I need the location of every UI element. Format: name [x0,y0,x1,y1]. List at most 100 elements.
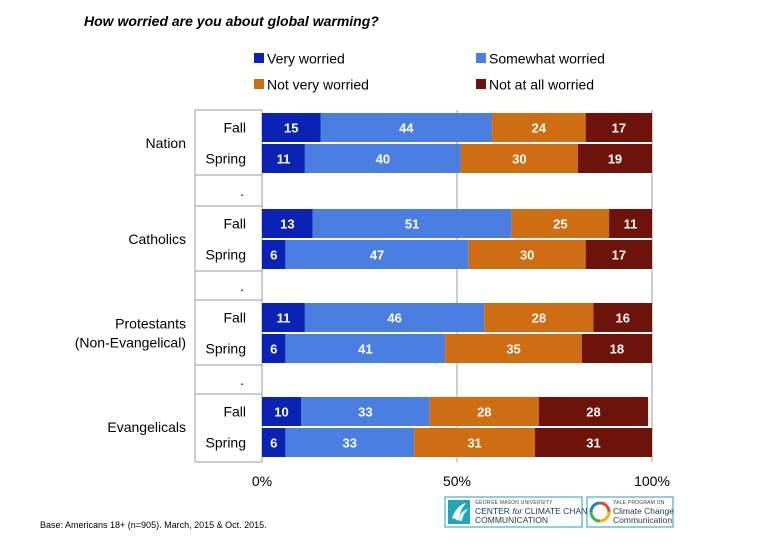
x-axis: 0% 50% 100% [252,473,670,489]
bar-segment-evangelicals-fall-not-very-worried [429,397,539,426]
data-label: 15 [284,121,298,136]
bar-segment-evangelicals-fall-not-at-all-worried [538,397,649,426]
data-label: 6 [270,248,277,263]
data-label: 41 [358,342,372,357]
data-label: 44 [399,121,414,136]
bar-segment-nation-spring-not-at-all-worried [577,144,652,173]
bar-segment-evangelicals-spring-very-worried [262,428,286,457]
separator-dot: . [240,372,244,388]
yale-logo-small: YALE PROGRAM ON [613,500,665,506]
bar-segment-protestants-non-evangelical-spring-not-very-worried [445,334,582,363]
group-label-catholics: Catholics [128,231,186,247]
period-label-fall: Fall [223,404,246,420]
bar-segment-protestants-non-evangelical-fall-not-at-all-worried [593,303,652,332]
bar-segment-catholics-spring-not-very-worried [468,240,586,269]
group-label-protestants: Protestants [115,316,186,332]
data-label: 33 [358,405,372,420]
data-label: 16 [616,311,630,326]
bar-segment-protestants-non-evangelical-spring-very-worried [262,334,286,363]
bar-segment-nation-spring-somewhat-worried [304,144,461,173]
bar-segment-nation-spring-very-worried [262,144,305,173]
data-label: 6 [270,342,277,357]
data-label: 28 [586,405,600,420]
legend-swatch-not-at-all-worried [476,79,486,89]
bar-segment-nation-fall-not-very-worried [492,113,586,142]
data-label: 10 [274,405,288,420]
bars: 15 44 24 17 11 40 30 19 13 51 25 11 6 47 30 17 11 46 28 16 6… [262,113,652,457]
data-label: 47 [370,248,384,263]
bar-segment-catholics-spring-very-worried [262,240,286,269]
bar-segment-catholics-fall-not-at-all-worried [609,209,652,238]
legend-swatch-somewhat-worried [476,53,486,63]
x-tick-label: 100% [634,473,670,489]
data-label: 46 [387,311,401,326]
data-label: 6 [270,436,277,451]
data-label: 19 [608,152,622,167]
gmu-logo-line1: CENTER for CLIMATE CHANGE [475,506,600,516]
bar-segment-protestants-non-evangelical-spring-not-at-all-worried [581,334,652,363]
group-label-nation: Nation [146,135,186,151]
bar-segment-evangelicals-spring-not-very-worried [414,428,535,457]
bar-segment-evangelicals-fall-very-worried [262,397,301,426]
bar-segment-protestants-non-evangelical-fall-somewhat-worried [304,303,485,332]
separator-dot: . [240,278,244,294]
gmu-logo-small: GEORGE MASON UNIVERSITY [475,500,553,506]
period-label-spring: Spring [206,247,246,263]
data-label: 18 [610,342,624,357]
bar-segment-evangelicals-fall-somewhat-worried [301,397,430,426]
data-label: 13 [280,217,294,232]
period-label-fall: Fall [223,216,246,232]
legend-label-somewhat-worried: Somewhat worried [489,51,605,67]
period-label-spring: Spring [206,341,246,357]
period-label-spring: Spring [206,151,246,167]
bar-segment-catholics-fall-not-very-worried [511,209,610,238]
data-label: 51 [405,217,419,232]
x-tick-label: 0% [252,473,272,489]
data-label: 35 [506,342,520,357]
data-label: 40 [376,152,390,167]
data-label: 11 [277,152,291,167]
data-label: 11 [624,217,638,232]
period-label-fall: Fall [223,310,246,326]
legend-label-very-worried: Very worried [267,51,345,67]
data-label: 30 [520,248,534,263]
data-label: 31 [586,436,600,451]
data-label: 28 [532,311,546,326]
chart-title: How worried are you about global warming… [84,13,379,29]
source-note: Base: Americans 18+ (n=905). March, 2015… [40,520,267,530]
data-label: 17 [612,121,626,136]
group-label-evangelicals: Evangelicals [107,419,186,435]
gmu-logo: GEORGE MASON UNIVERSITY CENTER for CLIMA… [444,496,600,528]
bar-segment-catholics-fall-somewhat-worried [312,209,512,238]
data-label: 25 [553,217,567,232]
data-label: 31 [467,436,481,451]
legend-label-not-at-all-worried: Not at all worried [489,77,594,93]
data-label: 24 [532,121,547,136]
bar-segment-protestants-non-evangelical-fall-very-worried [262,303,305,332]
bar-segment-protestants-non-evangelical-spring-somewhat-worried [285,334,446,363]
period-label-spring: Spring [206,435,246,451]
yale-logo: YALE PROGRAM ON Climate Change Communica… [586,496,674,528]
bar-segment-evangelicals-spring-somewhat-worried [285,428,415,457]
group-label-protestants: (Non-Evangelical) [75,335,186,351]
data-label: 11 [277,311,291,326]
bar-segment-catholics-fall-very-worried [262,209,313,238]
data-label: 33 [343,436,357,451]
data-label: 28 [477,405,491,420]
yale-logo-line1: Climate Change [613,506,674,516]
category-labels: Fall Spring Nation Fall Spring Catholics Fall S… [75,120,246,451]
x-tick-label: 50% [443,473,471,489]
legend: Very worried Somewhat worried Not very wor… [254,51,605,93]
legend-swatch-not-very-worried [254,79,264,89]
legend-swatch-very-worried [254,53,264,63]
bar-segment-protestants-non-evangelical-fall-not-very-worried [484,303,594,332]
yale-logo-line2: Communication [613,515,672,525]
bar-segment-evangelicals-spring-not-at-all-worried [535,428,652,457]
bar-segment-catholics-spring-somewhat-worried [285,240,469,269]
data-label: 30 [512,152,526,167]
period-label-fall: Fall [223,120,246,136]
bar-segment-nation-spring-not-very-worried [460,144,578,173]
bar-segment-nation-fall-not-at-all-worried [585,113,652,142]
bar-segment-catholics-spring-not-at-all-worried [585,240,652,269]
bar-segment-nation-fall-very-worried [262,113,321,142]
